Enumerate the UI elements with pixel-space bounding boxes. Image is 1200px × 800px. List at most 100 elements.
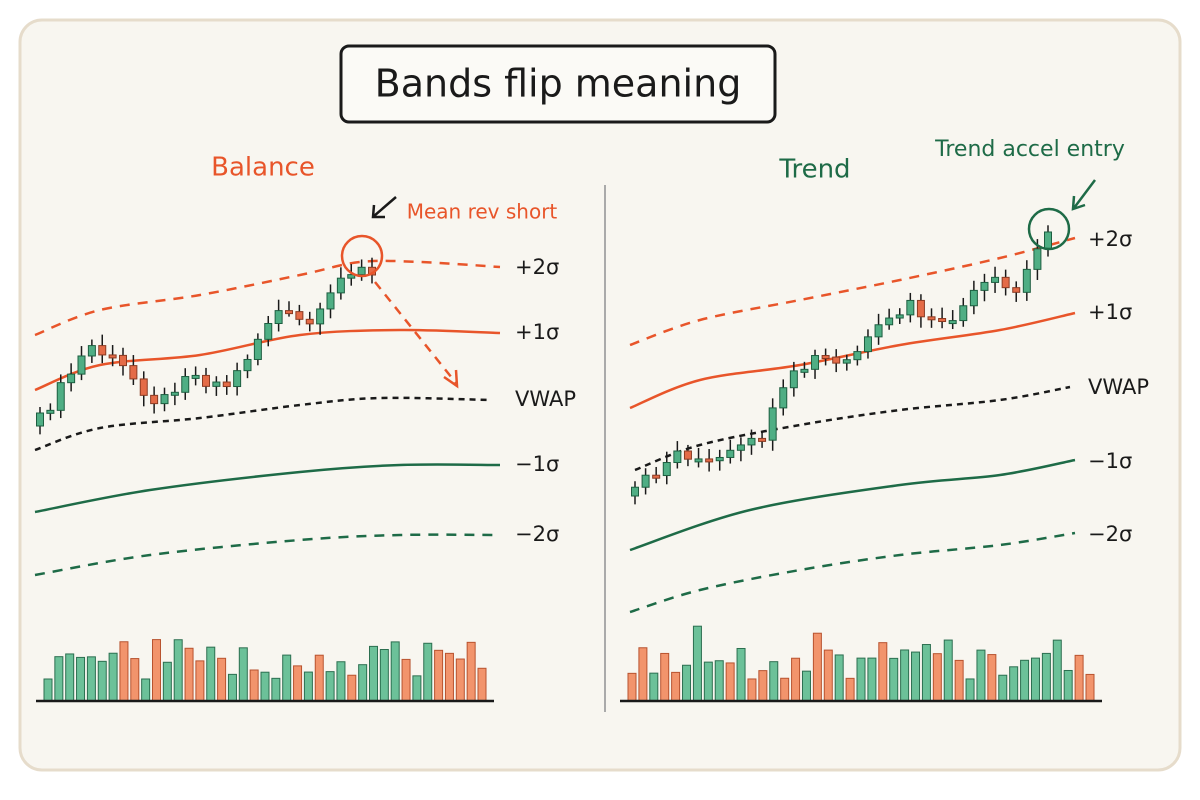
candle-body bbox=[36, 412, 44, 427]
volume-bar bbox=[932, 653, 942, 702]
volume-bar bbox=[965, 678, 975, 702]
candle-body bbox=[191, 374, 200, 379]
trend-panel: +2σ +1σ VWAP −1σ −2σ bbox=[620, 225, 1149, 703]
candle-body bbox=[991, 276, 1000, 283]
volume-bar bbox=[401, 658, 411, 702]
band-line bbox=[629, 236, 1076, 347]
volume-bar bbox=[97, 660, 107, 702]
card bbox=[18, 18, 1182, 772]
candle-body bbox=[77, 355, 86, 375]
candle-body bbox=[736, 444, 745, 451]
volume-bar bbox=[671, 671, 681, 702]
volume-bar bbox=[823, 649, 833, 702]
volume-bar bbox=[725, 662, 735, 702]
candle-body bbox=[1022, 268, 1031, 293]
band-line bbox=[629, 531, 1076, 614]
volume-bar bbox=[86, 656, 96, 702]
highlight-circle bbox=[1027, 207, 1071, 251]
volume-bar bbox=[889, 657, 899, 702]
candle-body bbox=[747, 437, 756, 446]
volume-bar bbox=[878, 642, 888, 702]
arrow bbox=[374, 281, 457, 384]
volume-bar bbox=[108, 652, 118, 702]
candle-body bbox=[811, 355, 820, 370]
band-line bbox=[34, 259, 501, 337]
band-label: VWAP bbox=[515, 387, 576, 411]
volume-bar bbox=[314, 654, 324, 702]
panel-label: Balance bbox=[211, 153, 315, 183]
arrow bbox=[371, 196, 397, 219]
candle-body bbox=[694, 458, 703, 463]
volume-bar bbox=[76, 656, 86, 702]
candle-body bbox=[673, 450, 682, 464]
candle-body bbox=[170, 391, 179, 396]
volume-bar bbox=[130, 658, 140, 702]
candle-body bbox=[1001, 276, 1010, 289]
candle-body bbox=[969, 289, 978, 307]
volume-bar bbox=[692, 625, 702, 702]
candle-body bbox=[357, 266, 366, 276]
candle-body bbox=[683, 450, 692, 460]
volume-bar bbox=[227, 673, 237, 702]
volume-bar bbox=[911, 651, 921, 702]
volume-bar bbox=[682, 664, 692, 702]
volume-bar bbox=[303, 671, 313, 702]
volume-bar bbox=[736, 647, 746, 702]
volume-bar bbox=[845, 677, 855, 702]
band-label: −2σ bbox=[515, 522, 559, 546]
volume-bar bbox=[1009, 666, 1019, 702]
band-label: +1σ bbox=[1088, 300, 1132, 324]
candle-body bbox=[264, 323, 273, 340]
candle-body bbox=[853, 351, 862, 361]
band-label: −2σ bbox=[1088, 522, 1132, 546]
candle-body bbox=[108, 354, 117, 359]
volume-bar bbox=[412, 675, 422, 702]
band-line bbox=[629, 458, 1076, 552]
candle-body bbox=[46, 409, 55, 414]
candle-body bbox=[885, 317, 894, 326]
volume-bar bbox=[1052, 639, 1062, 702]
volume-bar bbox=[1063, 669, 1073, 702]
title: Bands flip meaning bbox=[375, 62, 742, 106]
candle-body bbox=[119, 354, 127, 367]
volume-bar bbox=[1020, 659, 1030, 702]
candle-body bbox=[181, 376, 190, 393]
candle-body bbox=[212, 381, 221, 387]
arrow-head bbox=[443, 369, 459, 389]
candle-body bbox=[233, 370, 242, 388]
volume-bar bbox=[444, 652, 454, 702]
candle-body bbox=[336, 277, 345, 294]
volume-bar bbox=[217, 657, 227, 702]
band-label: +2σ bbox=[1088, 227, 1132, 251]
candle-body bbox=[832, 356, 841, 364]
volume-bar bbox=[195, 660, 205, 702]
volume-bar bbox=[1085, 673, 1095, 702]
candle-body bbox=[347, 274, 356, 279]
volume-bar bbox=[714, 660, 724, 702]
volume-bar bbox=[466, 641, 476, 702]
candle-body bbox=[139, 378, 148, 396]
volume-bar bbox=[119, 641, 129, 702]
band-label: −1σ bbox=[1088, 449, 1132, 473]
band-label: −1σ bbox=[515, 452, 559, 476]
volume-bar bbox=[477, 667, 487, 702]
volume-bar bbox=[358, 664, 368, 702]
volume-bar bbox=[900, 649, 910, 702]
candle-body bbox=[129, 365, 138, 380]
volume-bar bbox=[638, 647, 648, 702]
candle-body bbox=[243, 358, 252, 372]
candle-body bbox=[1033, 248, 1042, 270]
volume-bar bbox=[390, 641, 400, 702]
volume-bar bbox=[1074, 654, 1084, 702]
candle-body bbox=[842, 359, 851, 364]
candle-body bbox=[1044, 231, 1052, 250]
candle-body bbox=[800, 368, 809, 373]
candle-body bbox=[959, 305, 968, 322]
volume-bar bbox=[249, 669, 259, 702]
volume-bar bbox=[769, 661, 779, 702]
volume-bar bbox=[976, 649, 986, 702]
volume-bar bbox=[336, 661, 346, 702]
candle-body bbox=[789, 370, 798, 389]
candle-body bbox=[1012, 287, 1021, 293]
